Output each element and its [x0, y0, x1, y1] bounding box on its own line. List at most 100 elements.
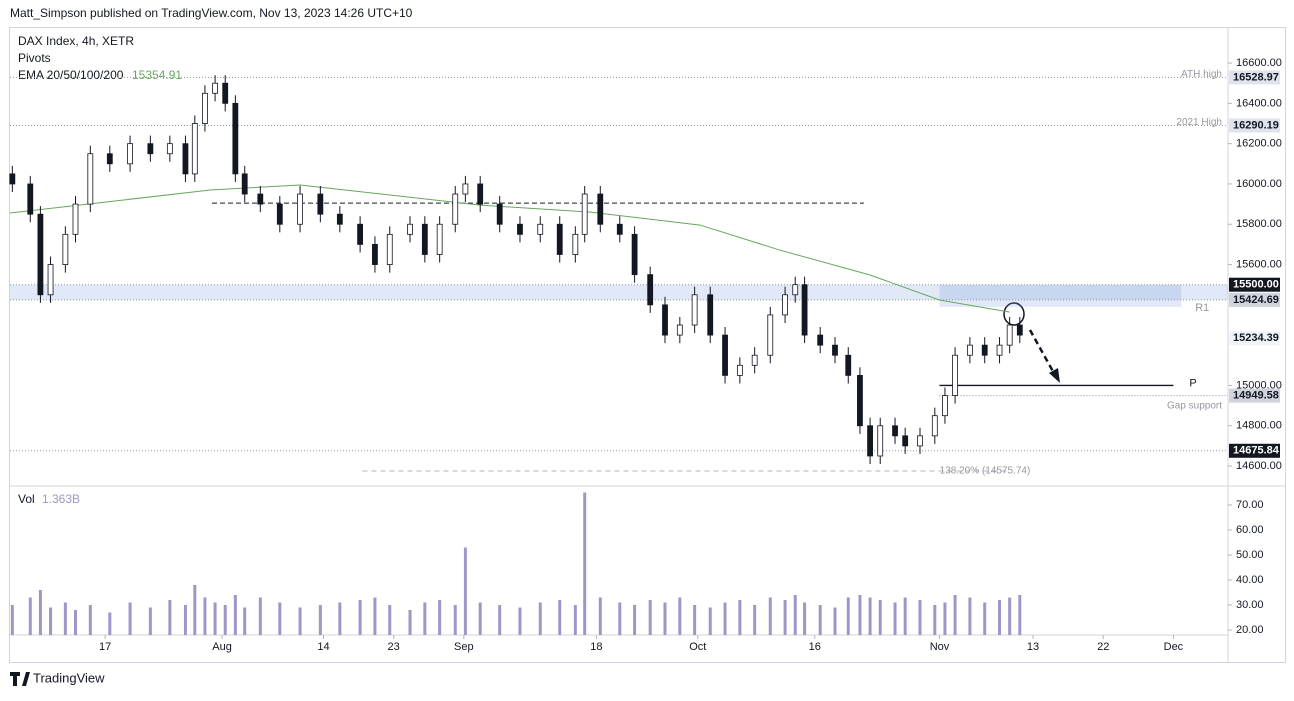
x-tick-label: 16	[809, 641, 821, 653]
candle-body	[662, 304, 668, 336]
candle-body	[877, 425, 884, 457]
x-tick-label: Nov	[930, 641, 950, 653]
volume-bar	[203, 597, 207, 635]
x-tick-label: Dec	[1164, 641, 1184, 653]
volume-bar	[693, 605, 697, 635]
ema-value: 15354.91	[132, 68, 182, 82]
header: Matt_Simpson published on TradingView.co…	[10, 6, 413, 20]
price-tag-label: 16290.19	[1233, 119, 1279, 131]
volume-bar	[818, 605, 822, 635]
volume-bar	[168, 600, 172, 635]
y-tick-label: 15800.00	[1236, 218, 1282, 230]
candle-body	[691, 294, 698, 326]
volume-bar	[648, 600, 652, 635]
volume-bar	[258, 597, 262, 635]
candle-body	[357, 223, 364, 245]
volume-bar	[38, 590, 42, 635]
volume-bar	[518, 607, 522, 635]
candle-body	[297, 193, 303, 225]
brand: TradingView	[33, 670, 105, 685]
candle-body	[931, 415, 938, 437]
candle-body	[452, 193, 459, 225]
x-tick-label: 17	[99, 641, 111, 653]
candle-body	[801, 284, 808, 336]
candle-body	[751, 354, 758, 366]
volume-bar	[903, 597, 907, 635]
candle-body	[996, 344, 1003, 356]
volume-bar	[868, 597, 872, 635]
volume-bar	[63, 602, 67, 635]
volume-bar	[846, 597, 850, 635]
candle-body	[232, 102, 239, 175]
volume-bar	[423, 602, 427, 635]
candle-body	[616, 223, 623, 235]
candle-body	[9, 173, 16, 185]
zone	[939, 284, 1182, 307]
volume-bar	[753, 605, 757, 635]
x-tick-label: 22	[1097, 641, 1109, 653]
vol-tick-label: 60.00	[1236, 524, 1264, 536]
candle-body	[87, 153, 94, 205]
volume-bar	[933, 605, 937, 635]
vol-value: 1.363B	[42, 492, 80, 506]
volume-bar	[1008, 597, 1012, 635]
volume-bar	[74, 610, 78, 635]
x-tick-label: Aug	[212, 641, 232, 653]
volume-bar	[233, 595, 237, 635]
volume-bar	[768, 597, 772, 635]
candle-body	[517, 223, 523, 235]
volume-bar	[738, 600, 742, 635]
candle-body	[106, 153, 113, 165]
candle-body	[767, 314, 774, 356]
candle-body	[37, 213, 44, 296]
volume-bar	[298, 607, 302, 635]
x-tick-label: 23	[388, 641, 400, 653]
volume-bar	[583, 492, 587, 635]
volume-bar	[663, 602, 667, 635]
volume-bar	[618, 602, 622, 635]
level-label: Gap support	[1167, 400, 1222, 411]
volume-bar	[213, 602, 217, 635]
vol-tick-label: 50.00	[1236, 549, 1264, 561]
candle-body	[782, 294, 788, 316]
candle-body	[792, 284, 799, 296]
volume-bar	[833, 607, 837, 635]
volume-bar	[128, 602, 132, 635]
candle-body	[202, 92, 208, 124]
circle-drawing	[1003, 302, 1025, 326]
price-tag	[1229, 443, 1280, 458]
volume-bar	[968, 597, 972, 635]
candle-body	[537, 223, 544, 235]
candle-body	[477, 183, 484, 205]
candle-body	[707, 294, 714, 336]
candle-body	[496, 203, 503, 225]
volume-bar	[918, 600, 922, 635]
arrow-drawing	[1028, 329, 1057, 376]
volume-bar	[243, 607, 247, 635]
volume-bar	[678, 597, 682, 635]
candle-body	[222, 82, 229, 104]
candle-body	[832, 344, 838, 356]
level-label: ATH high	[1181, 69, 1222, 80]
candle-body	[72, 203, 79, 235]
y-tick-label: 16200.00	[1236, 138, 1282, 150]
candle-body	[27, 183, 34, 215]
volume-bar	[943, 602, 947, 635]
volume-bar	[408, 610, 412, 635]
candle-body	[276, 203, 283, 225]
candle-body	[917, 435, 923, 447]
candle-body	[462, 183, 469, 195]
candle-body	[676, 324, 683, 336]
candle-body	[372, 244, 378, 265]
price-tag-label: 14949.58	[1233, 390, 1279, 402]
vol-tick-label: 70.00	[1236, 499, 1264, 511]
candle-body	[386, 233, 393, 265]
candle-body	[631, 233, 638, 276]
candle-body	[902, 435, 909, 447]
volume-bar	[148, 607, 152, 635]
volume-bar	[318, 605, 322, 635]
volume-bar	[88, 605, 92, 635]
